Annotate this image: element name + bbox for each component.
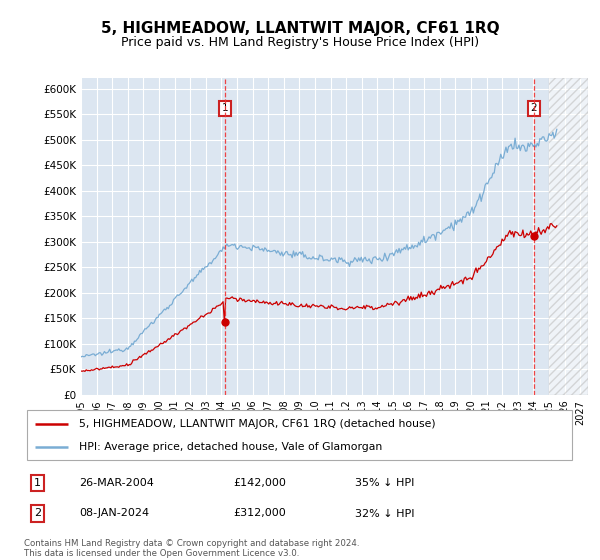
Text: Price paid vs. HM Land Registry's House Price Index (HPI): Price paid vs. HM Land Registry's House … <box>121 36 479 49</box>
Text: 5, HIGHMEADOW, LLANTWIT MAJOR, CF61 1RQ: 5, HIGHMEADOW, LLANTWIT MAJOR, CF61 1RQ <box>101 21 499 36</box>
Bar <box>549 78 588 395</box>
FancyBboxPatch shape <box>27 410 572 460</box>
Text: 32% ↓ HPI: 32% ↓ HPI <box>355 508 415 519</box>
Text: Contains HM Land Registry data © Crown copyright and database right 2024.
This d: Contains HM Land Registry data © Crown c… <box>24 539 359 558</box>
Text: 26-MAR-2004: 26-MAR-2004 <box>79 478 154 488</box>
Text: 08-JAN-2024: 08-JAN-2024 <box>79 508 149 519</box>
Text: 2: 2 <box>34 508 41 519</box>
Text: HPI: Average price, detached house, Vale of Glamorgan: HPI: Average price, detached house, Vale… <box>79 442 382 452</box>
Text: £312,000: £312,000 <box>234 508 287 519</box>
Text: 35% ↓ HPI: 35% ↓ HPI <box>355 478 415 488</box>
Text: 1: 1 <box>34 478 41 488</box>
Text: £142,000: £142,000 <box>234 478 287 488</box>
Text: 2: 2 <box>530 104 537 114</box>
Text: 5, HIGHMEADOW, LLANTWIT MAJOR, CF61 1RQ (detached house): 5, HIGHMEADOW, LLANTWIT MAJOR, CF61 1RQ … <box>79 419 436 429</box>
Text: 1: 1 <box>221 104 228 114</box>
